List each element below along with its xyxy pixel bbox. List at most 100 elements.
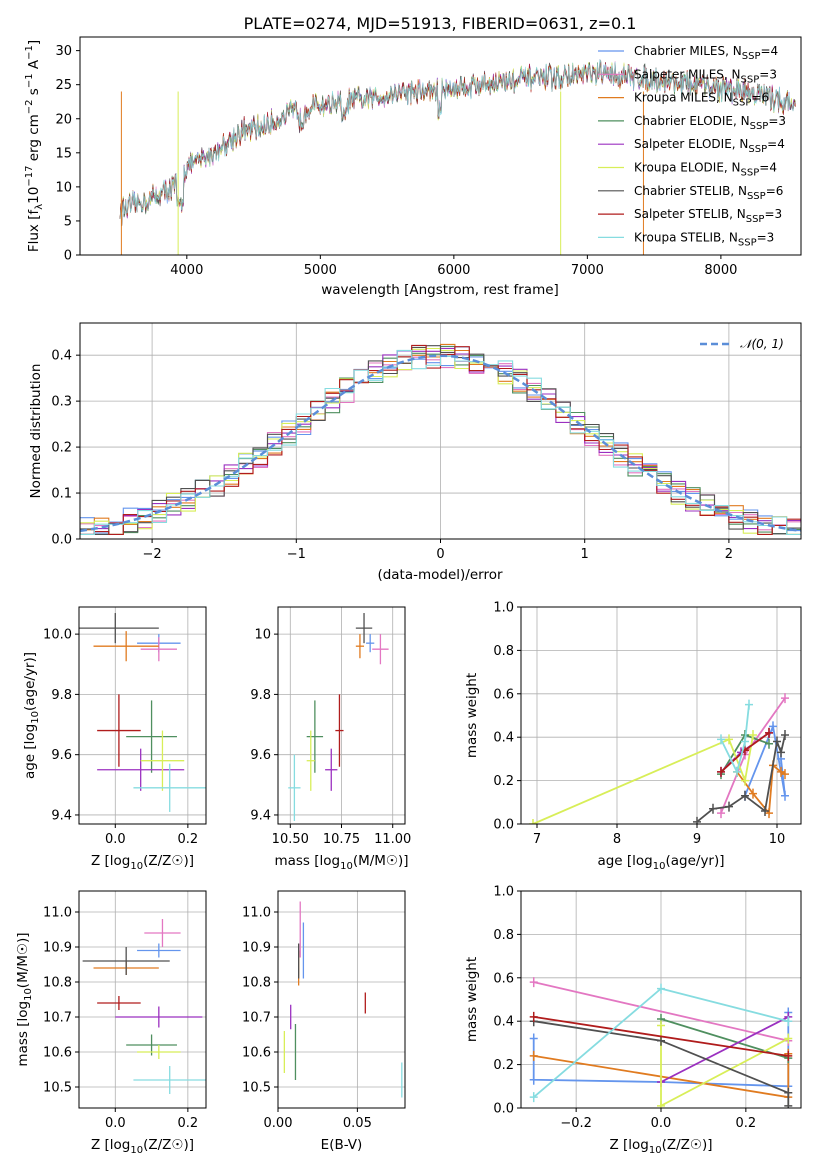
weight-marker-kroupa-elodie: [741, 775, 749, 786]
weight-marker-kroupa-elodie: [657, 1020, 665, 1031]
weight-marker-kroupa-miles: [777, 766, 785, 777]
panel-frame: [277, 890, 406, 1109]
ytick-label: 10.8: [43, 976, 72, 991]
ytick-label: 0.6: [493, 687, 514, 702]
weight-marker-kroupa-elodie: [749, 730, 757, 741]
residuals-hist-salpeter-stelib: [80, 344, 801, 535]
weight-marker-chabrier-stelib: [773, 736, 781, 747]
residuals-ytick-label: 0.3: [51, 395, 72, 410]
xtick-label: 0.0: [105, 832, 126, 847]
ytick-label: 9.6: [51, 748, 72, 763]
legend-label-chabrier-stelib: Chabrier STELIB, NSSP=6: [634, 184, 783, 202]
xtick-label: 7: [533, 832, 541, 847]
weight-marker-chabrier-stelib: [741, 790, 749, 801]
weight-marker-kroupa-stelib: [784, 1016, 793, 1027]
weight-marker-chabrier-stelib: [784, 1100, 793, 1108]
weight-marker-salpeter-miles: [717, 808, 725, 819]
spectrum-lines: [119, 59, 796, 255]
xtick-label: 0.2: [178, 1116, 199, 1131]
plot-area: [79, 613, 206, 812]
ylabel: mass [log10(M/M☉)]: [15, 932, 34, 1066]
legend-label-kroupa-miles: Kroupa MILES, NSSP=6: [634, 91, 769, 109]
legend-label-salpeter-elodie: Salpeter ELODIE, NSSP=4: [634, 137, 785, 155]
xlabel: age [log10(age/yr)]: [597, 853, 724, 872]
weight-marker-kroupa-miles: [749, 788, 757, 799]
weight-marker-salpeter-stelib: [529, 1011, 538, 1022]
spectrum-panel: PLATE=0274, MJD=51913, FIBERID=0631, z=0…: [24, 14, 802, 298]
xlabel: Z [log10(Z/Z☉)]: [91, 1137, 194, 1156]
xlabel: mass [log10(M/M☉)]: [274, 853, 408, 872]
ytick-label: 1.0: [493, 885, 514, 900]
weight-marker-kroupa-miles: [529, 1050, 538, 1061]
ytick-label: 1.0: [493, 601, 514, 616]
ytick-label: 10.7: [242, 1011, 271, 1026]
weight-marker-chabrier-stelib: [725, 801, 733, 812]
spectrum-legend: Chabrier MILES, NSSP=4 Salpeter MILES, NS…: [598, 44, 786, 248]
weight-line-chabrier-miles: [744, 723, 786, 797]
weight-marker-salpeter-miles: [529, 977, 538, 988]
weight-marker-chabrier-elodie: [765, 738, 773, 749]
xtick-label: 0.2: [736, 1116, 757, 1131]
weight-marker-kroupa-stelib: [733, 766, 741, 777]
weight-marker-salpeter-stelib: [717, 766, 725, 777]
age-vs-metallicity-panel: 0.0 0.2 9.4 9.6 9.8 10.0 Z [log10(Z/Z☉)] age [l…: [22, 606, 207, 872]
ytick-label: 9.8: [250, 688, 271, 703]
xtick-label: 8: [613, 832, 621, 847]
spectrum-xtick-label: 8000: [704, 263, 737, 278]
ytick-label: 10.5: [242, 1081, 271, 1096]
weight-marker-kroupa-stelib: [657, 983, 665, 994]
spectrum-line-kroupa-stelib: [119, 59, 796, 219]
ytick-label: 0.2: [493, 774, 514, 789]
weight-marker-kroupa-stelib: [745, 699, 753, 710]
xtick-label: 0.05: [343, 1116, 372, 1131]
ytick-label: 10.9: [242, 941, 271, 956]
residuals-ylabel: Normed distribution: [28, 364, 44, 499]
legend-label-kroupa-elodie: Kroupa ELODIE, NSSP=4: [634, 161, 777, 179]
residuals-ytick-label: 0.4: [51, 349, 72, 364]
panel-frame: [520, 890, 802, 1109]
panel-frame: [277, 606, 406, 825]
normal-curve: [80, 354, 801, 533]
residuals-frame: [79, 322, 802, 540]
ytick-label: 0.6: [493, 971, 514, 986]
spectrum-axes: 4000 5000 6000 7000 8000 0 5 10 15 20 25 30: [55, 44, 737, 278]
spectrum-xtick-label: 7000: [571, 263, 604, 278]
ytick-label: 11.0: [43, 906, 72, 921]
residuals-xtick-label: −2: [143, 547, 162, 562]
spectrum-frame: [79, 36, 802, 256]
ytick-label: 10.0: [43, 628, 72, 643]
weight-marker-chabrier-stelib: [657, 1035, 665, 1046]
weight-marker-chabrier-miles: [769, 721, 777, 732]
ylabel: age [log10(age/yr)]: [22, 652, 41, 779]
residuals-xtick-label: 0: [436, 547, 444, 562]
plot-area: [529, 977, 793, 1108]
weight-marker-kroupa-stelib: [717, 734, 725, 745]
ytick-label: 10.8: [242, 976, 271, 991]
ytick-label: 11.0: [242, 906, 271, 921]
weight-marker-chabrier-stelib: [784, 1087, 793, 1098]
spectrum-xtick-label: 6000: [437, 263, 470, 278]
weight-marker-kroupa-elodie: [725, 734, 733, 745]
plot-area: [288, 613, 389, 821]
residuals-ytick-label: 0.2: [51, 441, 72, 456]
weight-marker-kroupa-stelib: [529, 1092, 538, 1103]
weight-marker-chabrier-stelib: [709, 803, 717, 814]
xlabel: Z [log10(Z/Z☉)]: [91, 853, 194, 872]
ytick-label: 9.4: [51, 808, 72, 823]
weight-line-salpeter-elodie: [660, 1016, 789, 1083]
weight-marker-kroupa-elodie: [657, 1100, 665, 1108]
weight-marker-salpeter-stelib: [784, 1050, 793, 1061]
residuals-hist-chabrier-stelib: [80, 345, 801, 535]
weight-marker-chabrier-stelib: [777, 747, 785, 758]
ytick-label: 0.0: [493, 1102, 514, 1117]
ytick-label: 0.8: [493, 644, 514, 659]
weight-marker-kroupa-miles: [781, 769, 789, 780]
spectrum-ylabel: Flux [fλ10−17 erg cm−2 s−1 A−1]: [24, 40, 45, 252]
legend-label-salpeter-miles: Salpeter MILES, NSSP=3: [634, 67, 777, 85]
ytick-label: 10.6: [43, 1046, 72, 1061]
spectrum-ytick-label: 30: [55, 44, 72, 59]
panel-frame: [78, 890, 207, 1109]
weight-line-kroupa-elodie: [532, 734, 754, 824]
xtick-label: 11.00: [374, 832, 411, 847]
spectrum-ytick-label: 25: [55, 78, 72, 93]
